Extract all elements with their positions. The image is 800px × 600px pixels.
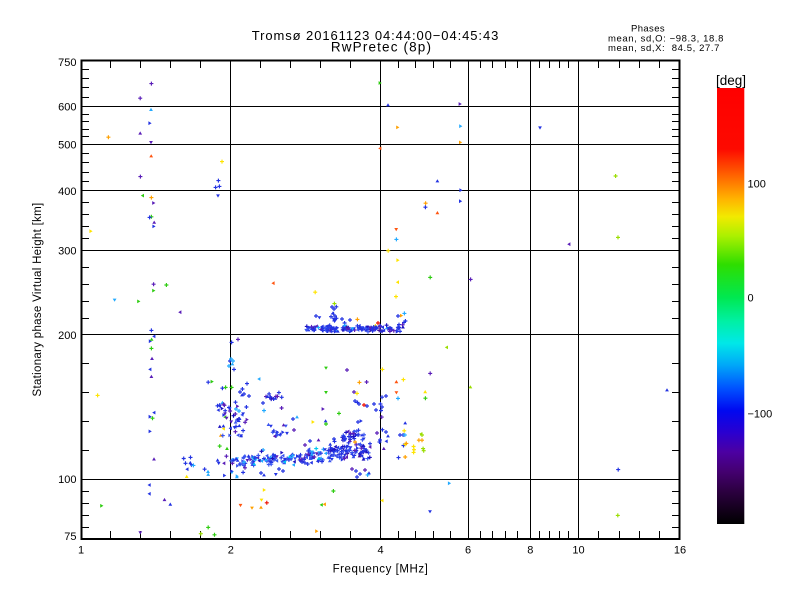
svg-text:[deg]: [deg] (716, 73, 746, 88)
svg-text:75: 75 (64, 531, 76, 543)
svg-text:300: 300 (58, 246, 76, 258)
svg-text:−100: −100 (748, 409, 773, 421)
svg-text:Tromsø 20161123 04:44:00−04:45: Tromsø 20161123 04:44:00−04:45:43 (252, 28, 500, 43)
svg-text:600: 600 (58, 101, 76, 113)
svg-text:500: 500 (58, 139, 76, 151)
svg-text:mean, sd,X: 84.5, 27.7: mean, sd,X: 84.5, 27.7 (608, 43, 720, 54)
svg-text:Phases: Phases (631, 24, 665, 35)
svg-text:10: 10 (572, 545, 584, 557)
svg-text:400: 400 (58, 186, 76, 198)
svg-text:8: 8 (527, 545, 533, 557)
svg-text:100: 100 (748, 178, 766, 190)
svg-text:Stationary phase Virtual Heigh: Stationary phase Virtual Height [km] (32, 202, 44, 396)
svg-text:100: 100 (58, 474, 76, 486)
svg-text:Frequency [MHz]: Frequency [MHz] (333, 564, 429, 576)
svg-text:0: 0 (748, 293, 754, 305)
svg-text:16: 16 (674, 545, 686, 557)
svg-text:4: 4 (377, 545, 383, 557)
svg-text:mean, sd,O: −98.3, 18.8: mean, sd,O: −98.3, 18.8 (608, 34, 724, 45)
svg-text:1: 1 (78, 545, 84, 557)
svg-text:750: 750 (58, 57, 76, 69)
svg-text:2: 2 (228, 545, 234, 557)
svg-text:200: 200 (58, 330, 76, 342)
svg-text:6: 6 (465, 545, 471, 557)
svg-text:RwPretec (8p): RwPretec (8p) (331, 40, 432, 55)
